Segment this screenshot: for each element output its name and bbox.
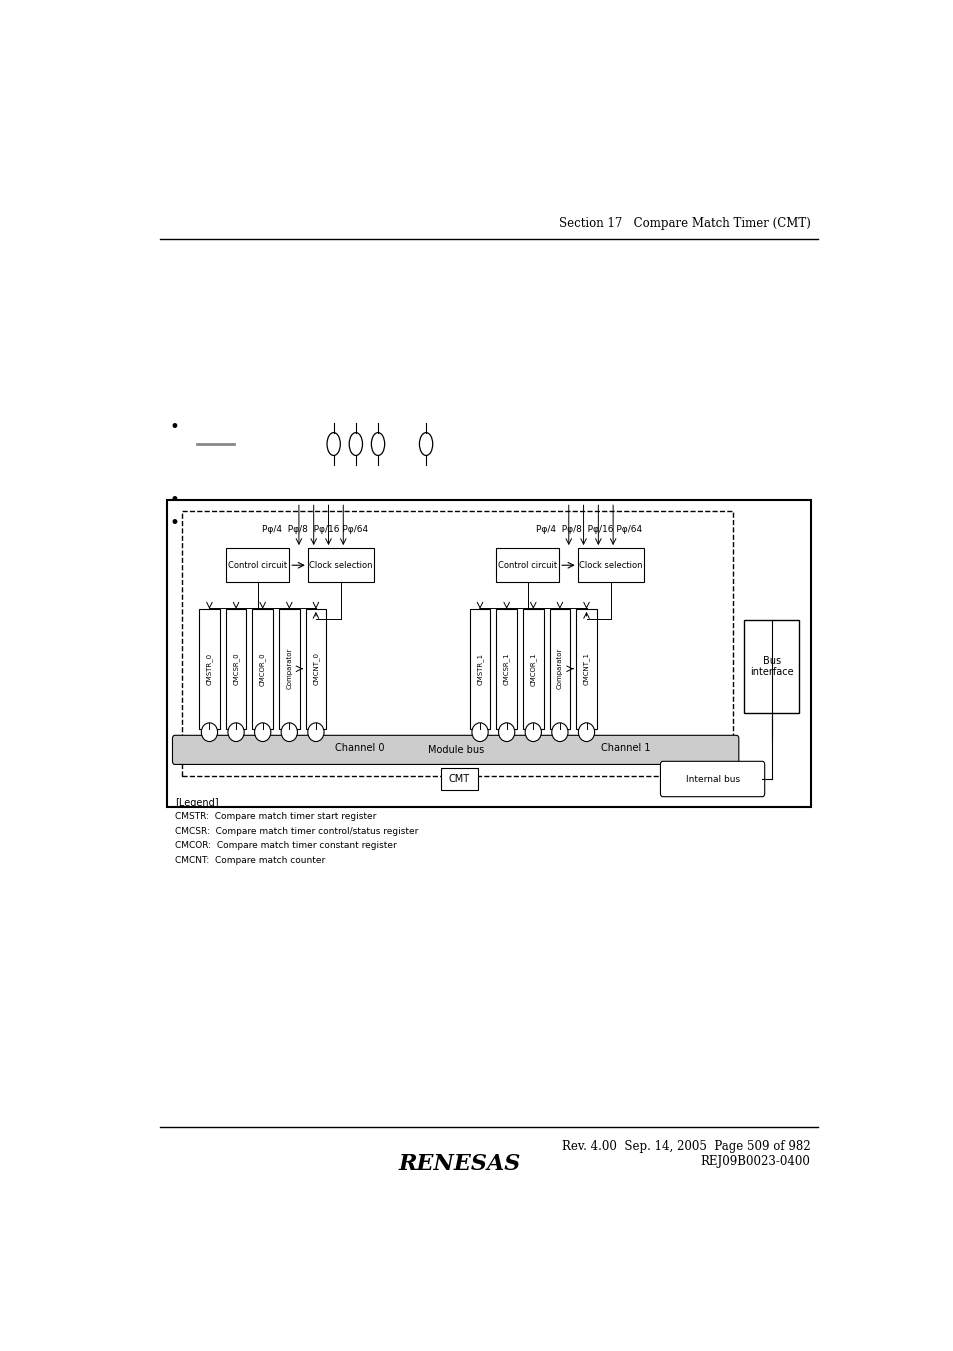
Text: Pφ/4  Pφ/8  Pφ/16 Pφ/64: Pφ/4 Pφ/8 Pφ/16 Pφ/64 bbox=[536, 524, 641, 534]
Ellipse shape bbox=[201, 723, 217, 742]
Bar bbox=[167, 500, 810, 807]
Text: CMSTR_0: CMSTR_0 bbox=[206, 653, 213, 685]
Bar bbox=[182, 511, 732, 775]
FancyBboxPatch shape bbox=[440, 767, 477, 790]
Text: Channel 0: Channel 0 bbox=[335, 743, 384, 753]
Text: Bus
interface: Bus interface bbox=[749, 655, 793, 677]
Text: •: • bbox=[170, 515, 179, 532]
Text: REJ09B0023-0400: REJ09B0023-0400 bbox=[700, 1155, 810, 1167]
Bar bbox=[496, 609, 517, 728]
Text: Control circuit: Control circuit bbox=[497, 561, 557, 570]
Text: CMSTR_1: CMSTR_1 bbox=[476, 653, 483, 685]
Bar bbox=[278, 609, 299, 728]
Bar bbox=[252, 609, 273, 728]
Bar bbox=[226, 549, 289, 582]
Text: Control circuit: Control circuit bbox=[228, 561, 287, 570]
Text: [Legend]: [Legend] bbox=[174, 797, 218, 808]
Ellipse shape bbox=[551, 723, 567, 742]
Text: CMCSR_1: CMCSR_1 bbox=[503, 653, 510, 685]
Text: Comparator: Comparator bbox=[286, 648, 292, 689]
Bar bbox=[308, 549, 374, 582]
Bar bbox=[577, 549, 643, 582]
Ellipse shape bbox=[524, 723, 541, 742]
Bar bbox=[199, 609, 219, 728]
Bar bbox=[226, 609, 246, 728]
Text: CMCOR:  Compare match timer constant register: CMCOR: Compare match timer constant regi… bbox=[174, 842, 396, 850]
Text: CMCNT_1: CMCNT_1 bbox=[582, 653, 589, 685]
Text: Section 17   Compare Match Timer (CMT): Section 17 Compare Match Timer (CMT) bbox=[558, 218, 810, 230]
Text: CMCNT_0: CMCNT_0 bbox=[313, 653, 319, 685]
Text: Internal bus: Internal bus bbox=[685, 774, 739, 784]
Bar bbox=[469, 609, 490, 728]
Bar bbox=[743, 620, 799, 713]
Text: •: • bbox=[170, 492, 179, 509]
Text: •: • bbox=[170, 419, 179, 436]
Bar bbox=[549, 609, 570, 728]
Text: Rev. 4.00  Sep. 14, 2005  Page 509 of 982: Rev. 4.00 Sep. 14, 2005 Page 509 of 982 bbox=[561, 1140, 810, 1152]
Bar bbox=[496, 549, 558, 582]
Text: CMSTR:  Compare match timer start register: CMSTR: Compare match timer start registe… bbox=[174, 812, 375, 821]
Ellipse shape bbox=[578, 723, 594, 742]
Text: CMCOR_0: CMCOR_0 bbox=[259, 653, 266, 685]
Bar bbox=[522, 609, 543, 728]
Text: Clock selection: Clock selection bbox=[309, 561, 373, 570]
Text: CMCNT:  Compare match counter: CMCNT: Compare match counter bbox=[174, 857, 325, 865]
Bar bbox=[305, 609, 326, 728]
Text: Clock selection: Clock selection bbox=[578, 561, 642, 570]
Bar bbox=[576, 609, 597, 728]
FancyBboxPatch shape bbox=[172, 735, 738, 765]
Ellipse shape bbox=[281, 723, 297, 742]
Text: Comparator: Comparator bbox=[557, 648, 562, 689]
Ellipse shape bbox=[472, 723, 488, 742]
Text: Channel 1: Channel 1 bbox=[600, 743, 650, 753]
Text: Module bus: Module bus bbox=[427, 744, 483, 755]
Text: CMCOR_1: CMCOR_1 bbox=[529, 653, 537, 685]
Ellipse shape bbox=[498, 723, 515, 742]
Ellipse shape bbox=[254, 723, 271, 742]
Text: RENESAS: RENESAS bbox=[397, 1154, 520, 1175]
FancyBboxPatch shape bbox=[659, 762, 764, 797]
Text: CMT: CMT bbox=[448, 774, 470, 784]
Ellipse shape bbox=[228, 723, 244, 742]
Text: Pφ/4  Pφ/8  Pφ/16 Pφ/64: Pφ/4 Pφ/8 Pφ/16 Pφ/64 bbox=[262, 524, 368, 534]
Text: CMCSR_0: CMCSR_0 bbox=[233, 653, 239, 685]
Ellipse shape bbox=[308, 723, 324, 742]
Text: CMCSR:  Compare match timer control/status register: CMCSR: Compare match timer control/statu… bbox=[174, 827, 417, 836]
